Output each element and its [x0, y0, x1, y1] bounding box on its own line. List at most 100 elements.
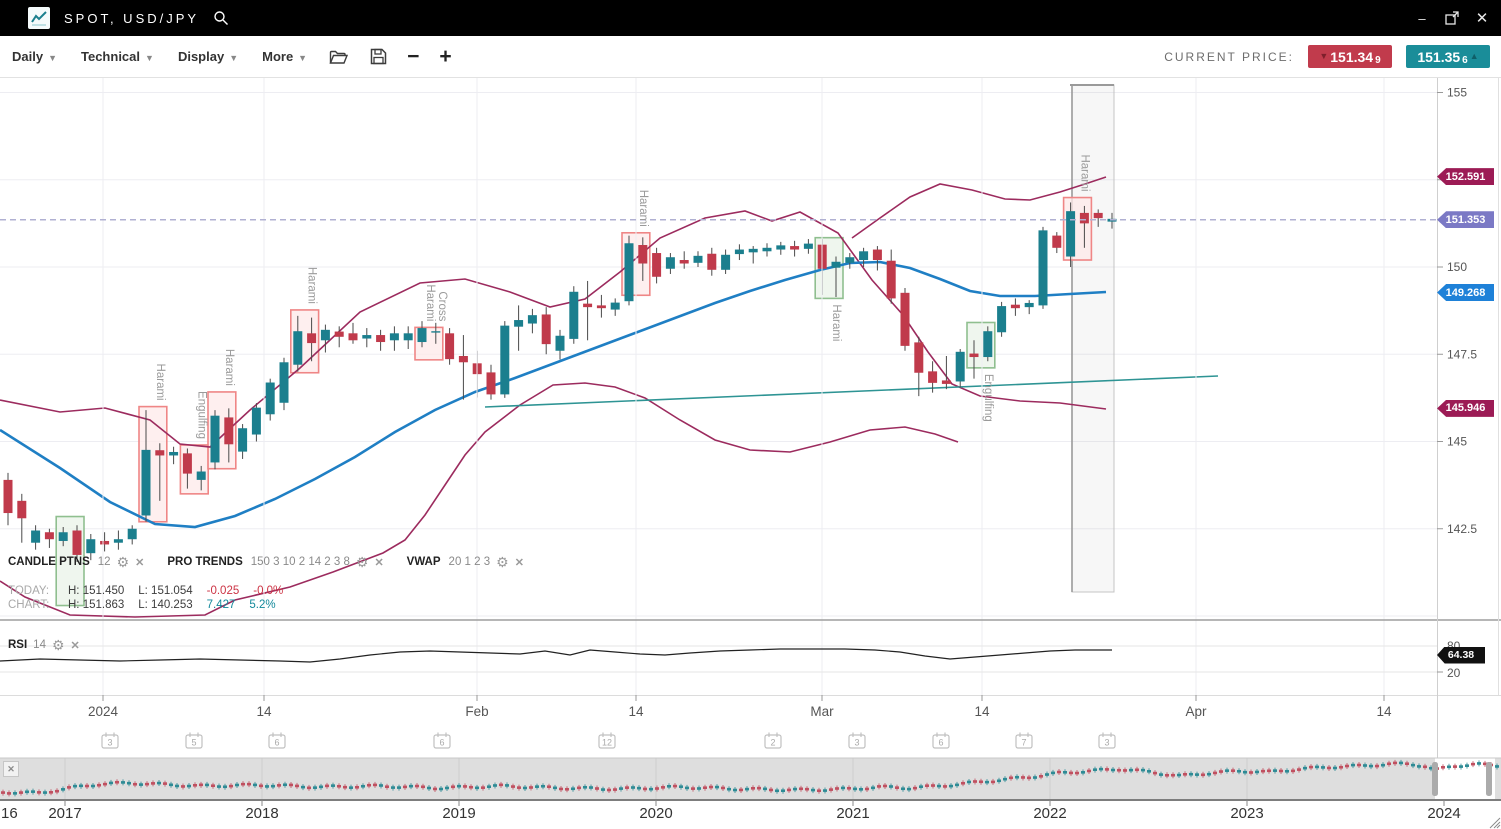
navigator-candle [1381, 763, 1385, 767]
remove-indicator-icon[interactable]: ✕ [135, 556, 145, 569]
indicator-name: RSI [8, 639, 28, 651]
navigator-candle [343, 785, 347, 789]
resize-grip-icon [1496, 824, 1501, 829]
navigator-candle [1471, 762, 1475, 766]
calendar-count: 3 [1104, 738, 1109, 748]
indicator-vwap: VWAP 20 1 2 3 ⚙ ✕ [407, 555, 524, 569]
calendar-body [1098, 734, 1116, 749]
popout-button[interactable] [1443, 9, 1461, 27]
navigator-candle [1183, 773, 1187, 776]
navigator-candle [469, 785, 473, 789]
indicator-name: VWAP [406, 556, 441, 568]
save-icon[interactable] [370, 48, 387, 65]
rsi-legend: RSI 14 ⚙ ✕ [8, 638, 80, 652]
zoom-out-button[interactable]: − [407, 45, 420, 68]
indicator-params: 14 [33, 639, 46, 651]
candle [486, 372, 496, 395]
rsi-level-20: 20 [1447, 666, 1461, 680]
open-folder-icon[interactable] [329, 49, 349, 65]
candle [803, 243, 813, 249]
candle [113, 539, 123, 543]
navigator-candle [103, 782, 107, 786]
navigator-candle [1309, 765, 1313, 769]
navigator-candle [715, 785, 719, 789]
navigator-candle [1327, 766, 1331, 770]
remove-indicator-icon[interactable]: ✕ [374, 556, 384, 569]
navigator-candle [853, 787, 857, 791]
navigator-candle [547, 785, 551, 789]
price-tick-label: 142.5 [1447, 522, 1477, 536]
candle [541, 314, 551, 345]
navigator-candle [883, 784, 887, 788]
navigator-candle [1129, 768, 1133, 772]
navigator-candle [307, 786, 311, 790]
month-label: Apr [1185, 704, 1207, 719]
pattern-label: Cross [436, 291, 448, 321]
candle [389, 333, 399, 341]
menu-display[interactable]: Display ▼ [177, 49, 239, 64]
resize-grip-icon [1493, 821, 1501, 829]
navigator-candle [1153, 771, 1157, 775]
navigator-candle [493, 784, 497, 787]
navigator-candle [349, 786, 353, 789]
search-icon[interactable] [213, 10, 229, 26]
remove-indicator-icon[interactable]: ✕ [70, 639, 80, 652]
navigator-candle [241, 782, 245, 786]
close-button[interactable]: ✕ [1475, 10, 1489, 27]
settings-gear-icon[interactable]: ⚙ [116, 554, 130, 570]
candle [845, 257, 855, 263]
navigator-candle [1201, 773, 1205, 777]
menu-daily[interactable]: Daily ▼ [12, 49, 57, 64]
candle [348, 333, 358, 341]
navigator-candle [925, 784, 929, 787]
navigator-candle [799, 787, 803, 791]
navigator-candle [913, 786, 917, 790]
navigator-candle [1291, 769, 1295, 773]
band-line [0, 210, 1107, 448]
navigator-candle [1051, 771, 1055, 775]
candle [445, 333, 455, 360]
navigator-close-button[interactable]: ✕ [3, 761, 19, 777]
navigator-candle [895, 786, 899, 789]
navigator-candle [889, 785, 893, 788]
today-label: TODAY: [8, 585, 50, 597]
navigator-candle [427, 786, 431, 790]
minimize-button[interactable]: – [1418, 10, 1426, 26]
bid-price-badge: ▼ 151.34 9 [1308, 45, 1392, 68]
navigator-candle [1105, 768, 1109, 771]
navigator-candle [19, 791, 23, 794]
navigator-candle [973, 780, 977, 783]
candle [1010, 304, 1020, 309]
navigator-candle [25, 790, 29, 794]
candle [1079, 212, 1089, 224]
zoom-in-button[interactable]: + [439, 45, 452, 68]
navigator-candle [91, 784, 95, 788]
candle [100, 540, 110, 545]
settings-gear-icon[interactable]: ⚙ [496, 554, 509, 570]
chart-change-pct: 5.2% [249, 599, 276, 611]
navigator-left-handle[interactable] [1432, 762, 1438, 796]
navigator-candle [409, 784, 413, 788]
navigator-candle [739, 788, 743, 792]
navigator-candle [631, 786, 635, 789]
navigator-candle [667, 785, 671, 788]
navigator-candle [517, 786, 521, 789]
menu-more[interactable]: More ▼ [262, 49, 308, 64]
menu-technical[interactable]: Technical ▼ [81, 49, 154, 64]
navigator-candle [1399, 761, 1403, 765]
navigator-candle [73, 784, 77, 788]
candle [376, 335, 386, 343]
indicator-params: 20 1 2 3 [448, 556, 491, 568]
navigator-candle [775, 789, 779, 793]
navigator-candle [1063, 770, 1067, 774]
settings-gear-icon[interactable]: ⚙ [355, 554, 369, 570]
pattern-label: Harami [223, 349, 235, 386]
remove-indicator-icon[interactable]: ✕ [514, 556, 524, 569]
navigator-candle [145, 782, 149, 786]
navigator-right-handle[interactable] [1486, 762, 1492, 796]
navigator-candle [1369, 764, 1373, 768]
navigator-candle [967, 780, 971, 784]
navigator-candle [541, 784, 545, 788]
settings-gear-icon[interactable]: ⚙ [51, 637, 65, 653]
